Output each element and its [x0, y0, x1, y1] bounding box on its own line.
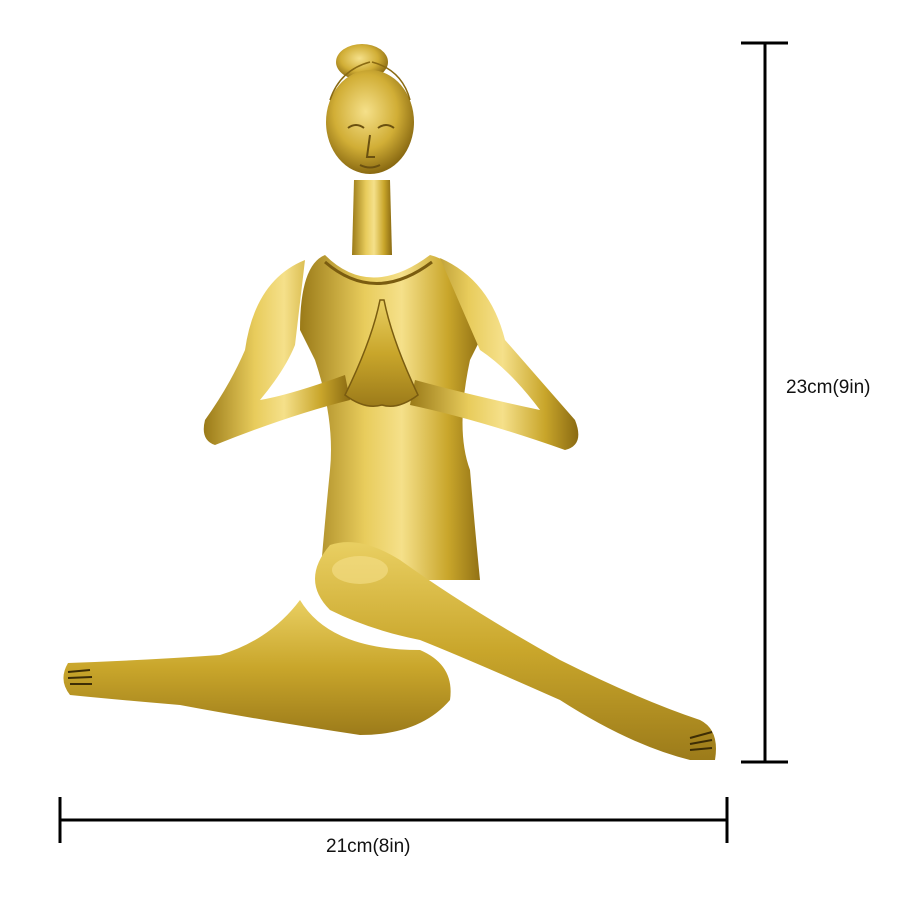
torso [300, 255, 485, 580]
height-label: 23cm(9in) [786, 377, 871, 398]
face [347, 124, 395, 169]
left-foot-toes [67, 669, 93, 685]
width-dimension-line [58, 797, 729, 843]
left-arm [203, 260, 350, 445]
width-label: 21cm(8in) [326, 836, 411, 857]
neck [352, 180, 392, 255]
right-foot-toes [689, 731, 713, 751]
extended-leg [63, 600, 451, 735]
right-arm [410, 258, 579, 450]
height-dimension-line [741, 41, 788, 764]
praying-hands [344, 299, 419, 407]
head [326, 70, 414, 174]
raised-leg [315, 542, 716, 760]
